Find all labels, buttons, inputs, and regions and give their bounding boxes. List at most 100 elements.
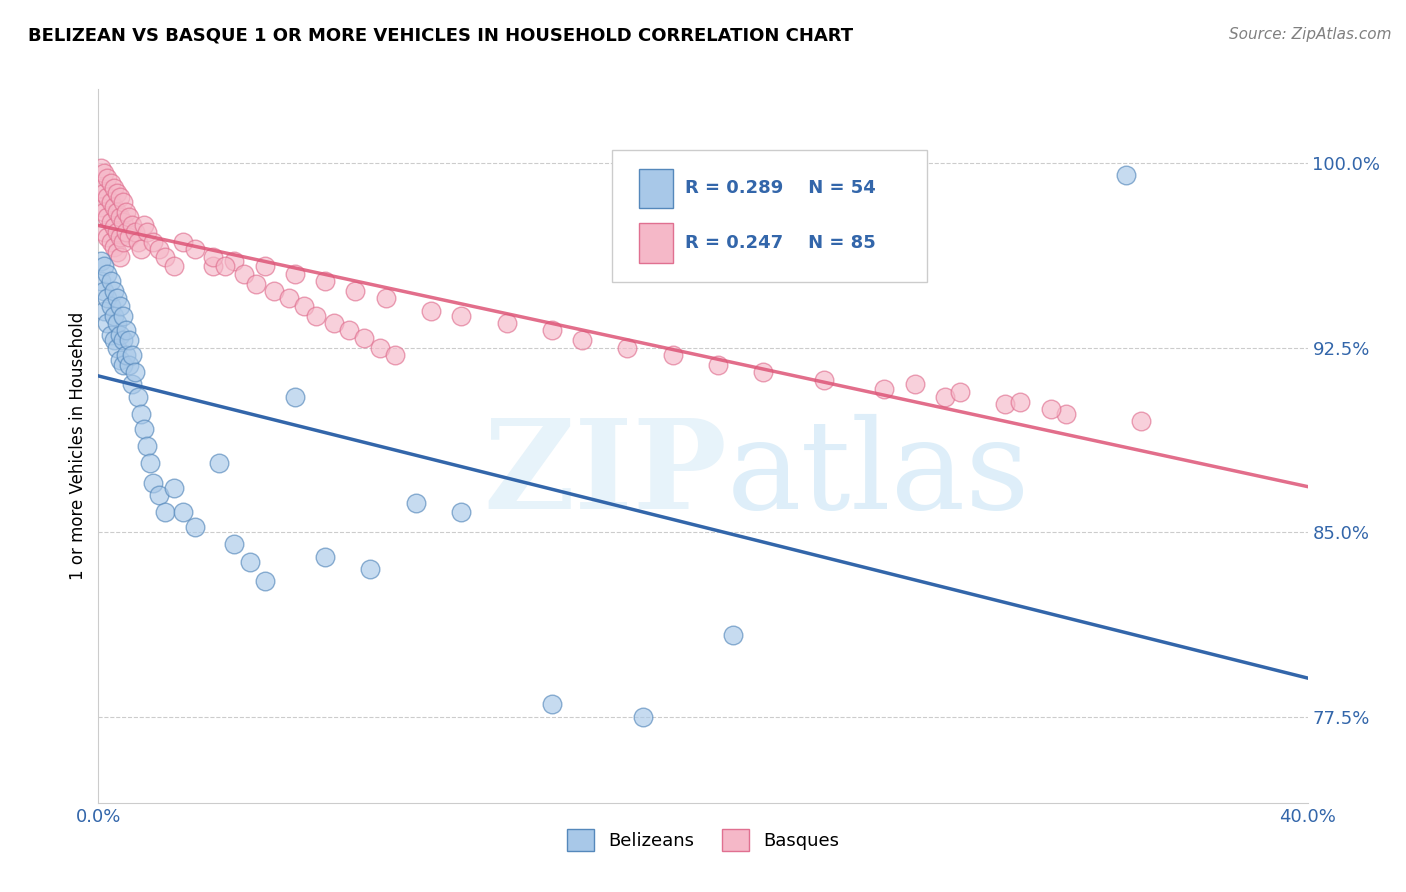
Point: [100, 195, 122, 210]
Point: [129, 407, 152, 421]
Point: [114, 323, 136, 337]
Point: [105, 225, 128, 239]
Point: [132, 218, 155, 232]
Point: [813, 373, 835, 387]
Point: [96, 267, 118, 281]
Point: [631, 709, 654, 723]
Point: [1039, 402, 1062, 417]
Point: [148, 488, 170, 502]
Point: [90, 254, 112, 268]
Point: [314, 549, 336, 564]
Bar: [638, 169, 673, 209]
Point: [873, 383, 896, 397]
Point: [661, 348, 683, 362]
Point: [253, 260, 276, 274]
Point: [202, 260, 225, 274]
Point: [108, 190, 131, 204]
Point: [108, 352, 131, 367]
Point: [96, 190, 118, 204]
Text: Source: ZipAtlas.com: Source: ZipAtlas.com: [1229, 27, 1392, 42]
Point: [103, 219, 125, 234]
Point: [163, 481, 186, 495]
Point: [1054, 407, 1077, 421]
Point: [93, 260, 115, 274]
Point: [124, 225, 146, 239]
Point: [93, 303, 115, 318]
Point: [93, 166, 115, 180]
Point: [93, 186, 115, 200]
Point: [172, 235, 194, 249]
Point: [934, 390, 956, 404]
Point: [904, 377, 927, 392]
Point: [752, 365, 775, 379]
Point: [184, 520, 207, 534]
Point: [245, 277, 267, 291]
Point: [129, 242, 152, 256]
Point: [949, 384, 972, 399]
Point: [153, 505, 176, 519]
Point: [214, 260, 236, 274]
Text: BELIZEAN VS BASQUE 1 OR MORE VEHICLES IN HOUSEHOLD CORRELATION CHART: BELIZEAN VS BASQUE 1 OR MORE VEHICLES IN…: [28, 27, 853, 45]
Point: [114, 225, 136, 239]
Point: [105, 341, 128, 355]
Point: [707, 358, 730, 372]
Point: [292, 299, 315, 313]
Point: [314, 274, 336, 288]
Point: [277, 291, 299, 305]
Point: [224, 254, 246, 268]
Point: [100, 215, 122, 229]
Point: [405, 495, 427, 509]
Point: [368, 341, 391, 355]
Point: [96, 316, 118, 330]
Point: [100, 235, 122, 249]
Point: [450, 505, 472, 519]
Point: [111, 358, 134, 372]
Point: [100, 176, 122, 190]
Point: [100, 299, 122, 313]
Point: [118, 210, 141, 224]
Point: [100, 274, 122, 288]
Point: [263, 284, 285, 298]
Text: R = 0.247    N = 85: R = 0.247 N = 85: [685, 234, 876, 252]
Point: [1115, 169, 1137, 183]
Point: [111, 309, 134, 323]
Point: [142, 475, 165, 490]
Point: [360, 562, 382, 576]
Point: [121, 218, 143, 232]
Point: [540, 698, 562, 712]
Point: [93, 205, 115, 219]
Point: [114, 205, 136, 219]
Point: [616, 341, 638, 355]
Point: [172, 505, 194, 519]
Point: [127, 390, 149, 404]
Point: [208, 456, 231, 470]
Point: [105, 205, 128, 219]
Point: [108, 328, 131, 343]
Point: [90, 161, 112, 175]
Point: [994, 397, 1017, 411]
Point: [118, 230, 141, 244]
Point: [96, 291, 118, 305]
Point: [153, 250, 176, 264]
Point: [420, 303, 443, 318]
Point: [90, 180, 112, 194]
Point: [450, 309, 472, 323]
Point: [103, 309, 125, 323]
Point: [121, 348, 143, 362]
Point: [108, 250, 131, 264]
Point: [163, 260, 186, 274]
Point: [93, 284, 115, 298]
Point: [108, 230, 131, 244]
Point: [495, 316, 517, 330]
Point: [105, 244, 128, 259]
Point: [124, 365, 146, 379]
Point: [132, 422, 155, 436]
Point: [103, 333, 125, 347]
Point: [344, 284, 367, 298]
FancyBboxPatch shape: [613, 150, 927, 282]
Point: [118, 333, 141, 347]
Point: [127, 235, 149, 249]
Point: [142, 235, 165, 249]
Point: [103, 180, 125, 194]
Point: [111, 215, 134, 229]
